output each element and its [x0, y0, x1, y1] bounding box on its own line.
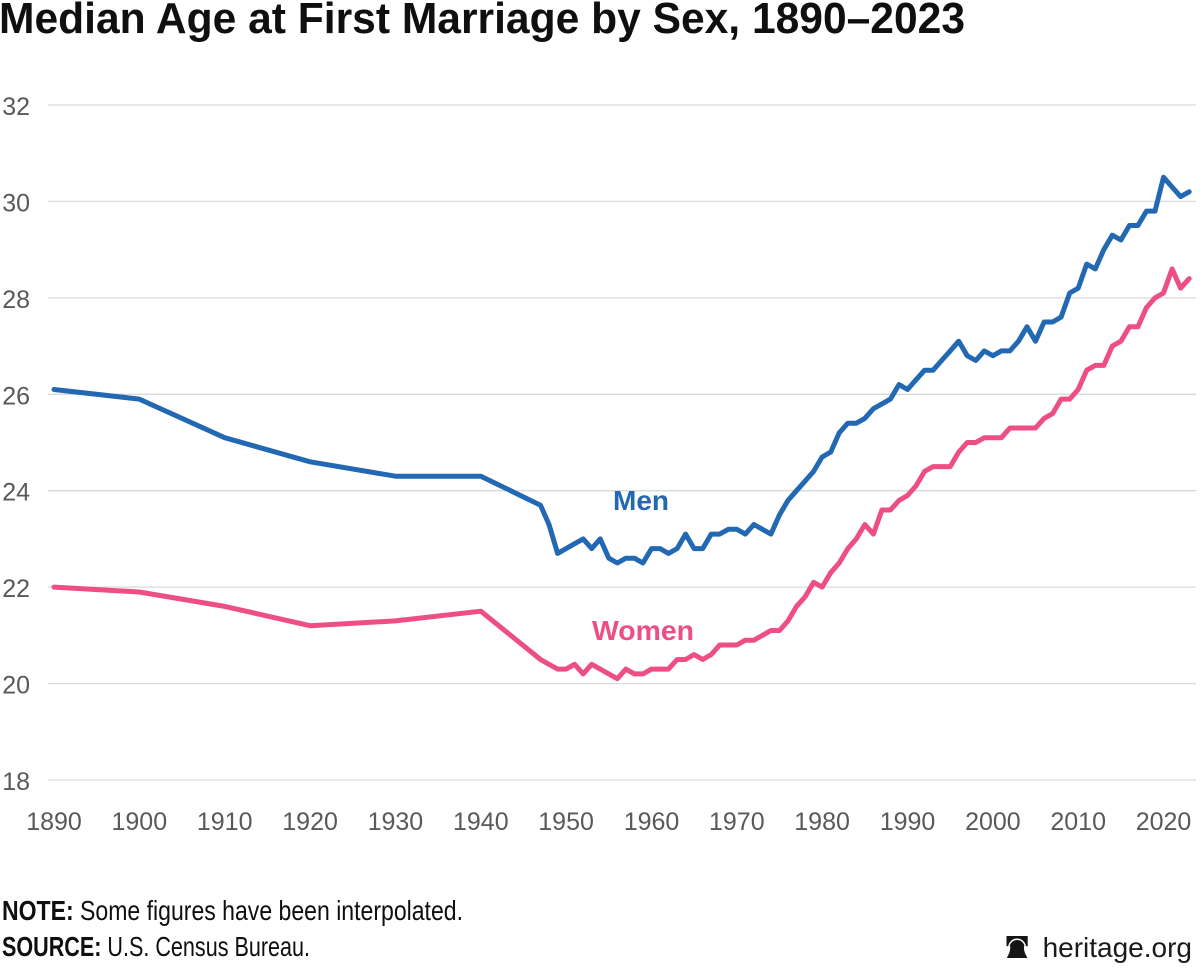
- svg-text:32: 32: [2, 93, 30, 121]
- svg-text:1920: 1920: [282, 808, 338, 836]
- svg-text:Median Age at First Marriage b: Median Age at First Marriage by Sex, 189…: [0, 0, 965, 43]
- svg-text:22: 22: [2, 575, 30, 603]
- svg-text:1980: 1980: [794, 808, 850, 836]
- svg-text:1950: 1950: [538, 808, 594, 836]
- svg-text:2020: 2020: [1136, 808, 1192, 836]
- svg-text:28: 28: [2, 286, 30, 314]
- svg-text:Women: Women: [592, 615, 694, 646]
- svg-text:1970: 1970: [709, 808, 765, 836]
- svg-text:18: 18: [2, 768, 30, 796]
- svg-text:1940: 1940: [453, 808, 509, 836]
- svg-text:1990: 1990: [880, 808, 936, 836]
- svg-text:SOURCE: U.S. Census Bureau.: SOURCE: U.S. Census Bureau.: [2, 931, 310, 962]
- svg-text:Men: Men: [613, 485, 669, 516]
- svg-text:1910: 1910: [197, 808, 253, 836]
- svg-text:1930: 1930: [368, 808, 424, 836]
- svg-text:24: 24: [2, 479, 30, 507]
- svg-text:heritage.org: heritage.org: [1043, 932, 1192, 963]
- svg-text:1900: 1900: [111, 808, 167, 836]
- svg-text:30: 30: [2, 189, 30, 217]
- svg-text:1960: 1960: [624, 808, 680, 836]
- svg-text:2010: 2010: [1050, 808, 1106, 836]
- svg-text:26: 26: [2, 382, 30, 410]
- svg-text:NOTE: Some figures have been i: NOTE: Some figures have been interpolate…: [2, 895, 463, 926]
- svg-text:1890: 1890: [26, 808, 82, 836]
- svg-text:20: 20: [2, 672, 30, 700]
- svg-text:2000: 2000: [965, 808, 1021, 836]
